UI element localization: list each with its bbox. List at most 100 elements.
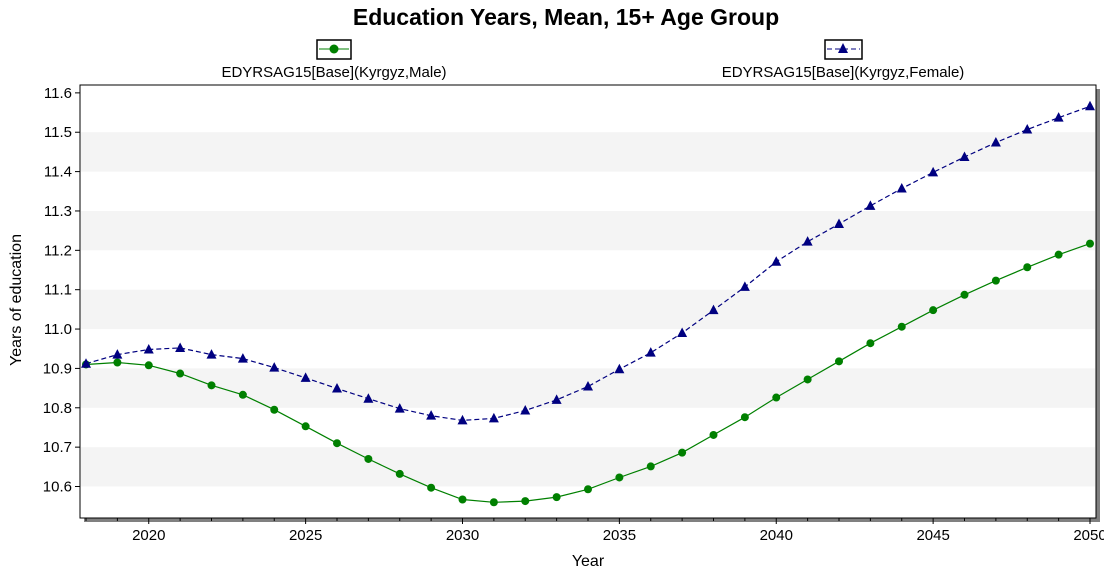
data-point-male [803,375,812,384]
legend: EDYRSAG15[Base](Kyrgyz,Male) EDYRSAG15[B… [221,39,965,81]
legend-item-female: EDYRSAG15[Base](Kyrgyz,Female) [722,39,965,81]
data-point-female [520,405,531,415]
legend-marker-triangle-icon [838,43,848,53]
x-tick-label: 2050 [1073,527,1104,544]
data-point-female [488,412,499,423]
data-point-female [1053,112,1064,122]
x-tick-label: 2020 [132,527,165,544]
data-point-female [990,136,1001,147]
y-tick-label: 11.3 [44,203,72,220]
data-point-male [772,393,781,402]
data-point-male [709,430,718,439]
data-point-female [708,304,719,315]
data-point-female [457,414,468,425]
data-point-female [614,363,625,374]
data-point-female [834,218,844,228]
x-tick-label: 2045 [916,527,949,544]
y-axis-title: Years of education [8,234,25,366]
data-point-female [363,393,374,403]
data-point-male [646,462,655,471]
data-point-female [112,349,123,359]
y-tick-label: 10.8 [43,400,72,417]
data-point-male [238,390,247,399]
data-point-male [301,422,310,431]
data-point-female [426,410,437,420]
x-tick-label: 2025 [289,527,322,544]
data-point-female [143,344,154,354]
data-point-male [552,493,561,502]
y-tick-label: 11.4 [44,164,72,181]
data-point-male [144,361,153,370]
y-tick-label: 11.0 [44,321,72,338]
series-line-female [85,105,1091,422]
data-point-male [866,339,875,348]
y-tick-label: 10.7 [43,439,72,456]
data-point-male [615,473,624,482]
data-point-male [960,290,969,299]
data-point-female [677,327,688,337]
data-point-male [395,469,404,478]
data-point-female [551,394,562,404]
legend-label-male: EDYRSAG15[Base](Kyrgyz,Male) [221,64,446,81]
y-tick-label: 11.6 [44,85,72,102]
data-point-female [865,200,876,210]
data-point-female [394,403,405,413]
data-point-male [1054,250,1063,259]
y-tick-label: 11.5 [44,124,72,141]
y-axis: 10.6 10.7 10.8 10.9 11.0 11.1 11.2 11.3 11.4 11.5… [43,85,80,496]
x-tick-label: 2035 [603,527,636,544]
y-tick-label: 10.9 [43,360,72,377]
data-point-male [678,448,687,457]
data-point-male [113,358,122,367]
legend-label-female: EDYRSAG15[Base](Kyrgyz,Female) [722,64,965,81]
data-point-male [333,439,341,448]
data-point-female [175,342,186,352]
series-layer [81,100,1095,507]
y-tick-label: 11.2 [44,242,72,259]
legend-item-male: EDYRSAG15[Base](Kyrgyz,Male) [221,39,447,81]
y-tick-label: 10.6 [43,479,72,496]
data-point-female [332,382,342,393]
data-point-female [645,347,656,357]
x-axis-title: Year [572,553,605,570]
data-point-male [427,483,436,492]
x-axis: 2020 2025 2030 2035 2040 2045 2050 [85,518,1104,544]
legend-marker-circle-icon [329,44,339,54]
data-point-male [458,495,467,504]
grid-bands [81,132,1095,487]
data-point-female [1022,123,1033,134]
y-tick-label: 11.1 [44,282,72,299]
data-point-male [897,322,906,331]
data-point-female [802,236,813,246]
data-point-male [489,498,498,507]
data-point-male [521,497,530,506]
data-point-male [1086,239,1094,248]
data-point-female [206,349,217,359]
data-point-female [896,183,907,193]
data-point-male [270,405,279,414]
grid-band [81,132,1095,172]
data-point-female [269,362,280,372]
data-point-male [929,306,938,315]
data-point-male [991,276,1000,285]
grid-band [81,210,1095,251]
data-point-female [928,166,939,177]
data-point-female [583,381,593,391]
chart-title: Education Years, Mean, 15+ Age Group [353,4,779,30]
data-point-female [300,372,311,382]
data-point-male [176,369,185,378]
data-point-female [771,256,782,266]
data-point-male [1023,263,1032,272]
x-tick-label: 2040 [760,527,793,544]
data-point-female [739,281,750,291]
grid-band [81,447,1095,487]
data-point-male [364,454,373,463]
data-point-female [959,151,970,162]
data-point-female [81,358,91,368]
data-point-female [1085,100,1095,111]
data-point-male [740,413,749,422]
data-point-male [835,357,843,366]
x-tick-label: 2030 [446,527,479,544]
grid-band [81,289,1095,330]
